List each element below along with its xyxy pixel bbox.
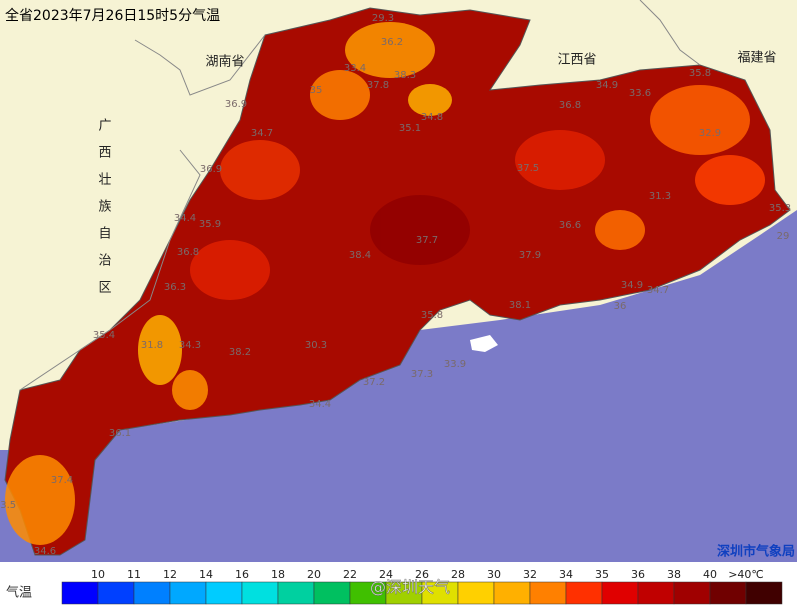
temperature-reading: 34.4 [309, 399, 331, 410]
legend-swatch [565, 581, 603, 605]
temperature-reading: 34.3 [179, 340, 201, 351]
legend-swatch [637, 581, 675, 605]
readings: 29.3 36.2 33.4 35 37.8 38.3 34.8 36.9 34.7 35.1 36… [0, 13, 791, 557]
legend-title: 气温 [6, 585, 32, 601]
temperature-reading: 37.7 [416, 235, 438, 246]
province-label: 江西省 [557, 53, 596, 68]
temperature-reading: 36.8 [177, 247, 199, 258]
temperature-reading: 37.8 [367, 80, 389, 91]
temperature-reading: 38.1 [509, 300, 531, 311]
temperature-reading: 29 [777, 231, 790, 242]
temperature-reading: 34.7 [251, 128, 273, 139]
legend-label: 30 [487, 568, 501, 581]
temperature-reading: 38.3 [394, 70, 416, 81]
legend-swatch [313, 581, 351, 605]
legend-label: 28 [451, 568, 465, 581]
province-border [134, 34, 266, 96]
legend-swatch [601, 581, 639, 605]
legend-swatch [529, 581, 567, 605]
temperature-reading: 33.5 [0, 500, 16, 511]
temperature-reading: 36.8 [559, 100, 581, 111]
temperature-reading: 33.6 [629, 88, 651, 99]
credit: 深圳市气象局 [717, 544, 795, 560]
temperature-reading: 34.9 [621, 280, 643, 291]
temperature-reading: 32.9 [699, 128, 721, 139]
temperature-reading: 36 [614, 301, 627, 312]
temperature-reading: 34.7 [647, 285, 669, 296]
province-border [639, 0, 701, 66]
province-label: 福建省 [737, 51, 776, 66]
temperature-reading: 35.3 [769, 203, 791, 214]
temperature-reading: 29.3 [372, 13, 394, 24]
legend-label: 10 [91, 568, 105, 581]
temperature-reading: 37.5 [517, 163, 539, 174]
temperature-reading: 37.2 [363, 377, 385, 388]
legend-swatch [493, 581, 531, 605]
legend-label: 12 [163, 568, 177, 581]
temperature-reading: 35.4 [93, 330, 115, 341]
temperature-reading: 34.6 [34, 546, 56, 557]
watermark: @深圳天气 [370, 578, 450, 597]
legend-swatch [709, 581, 747, 605]
legend-swatch [745, 581, 783, 605]
temperature-reading: 31.8 [141, 340, 163, 351]
temperature-reading: 36.9 [225, 99, 247, 110]
temperature-reading: 35.8 [689, 68, 711, 79]
temperature-reading: 37.4 [51, 475, 73, 486]
legend-label: >40℃ [728, 568, 764, 581]
legend-label: 11 [127, 568, 141, 581]
temperature-reading: 37.3 [411, 369, 433, 380]
island [470, 335, 498, 352]
legend-label: 20 [307, 568, 321, 581]
legend-label: 18 [271, 568, 285, 581]
legend-swatch [457, 581, 495, 605]
legend-swatch [205, 581, 243, 605]
temperature-reading: 30.3 [305, 340, 327, 351]
legend-swatch [241, 581, 279, 605]
temperature-reading: 34.4 [174, 213, 196, 224]
legend-label: 36 [631, 568, 645, 581]
temperature-reading: 33.4 [344, 63, 366, 74]
legend-label: 16 [235, 568, 249, 581]
legend-label: 34 [559, 568, 573, 581]
temperature-reading: 36.2 [381, 37, 403, 48]
temperature-reading: 35.8 [421, 310, 443, 321]
temperature-reading: 38.4 [349, 250, 371, 261]
map-title: 全省2023年7月26日15时5分气温 [5, 7, 220, 24]
heat-patches [5, 22, 765, 545]
legend-label: 24 [379, 568, 393, 581]
province-label: 广西壮族自治区 [96, 118, 112, 307]
legend-label: 40 [703, 568, 717, 581]
legend-label: 38 [667, 568, 681, 581]
temperature-reading: 33.9 [444, 359, 466, 370]
legend-swatch [169, 581, 207, 605]
temperature-reading: 31.3 [649, 191, 671, 202]
legend-swatch [133, 581, 171, 605]
legend-label: 26 [415, 568, 429, 581]
temperature-reading: 36.1 [109, 428, 131, 439]
temperature-reading: 36.3 [164, 282, 186, 293]
legend-swatch [61, 581, 99, 605]
legend-label: 22 [343, 568, 357, 581]
temperature-reading: 36.9 [200, 164, 222, 175]
legend-label: 35 [595, 568, 609, 581]
temperature-reading: 35 [310, 85, 323, 96]
temperature-reading: 34.9 [596, 80, 618, 91]
temperature-reading: 34.8 [421, 112, 443, 123]
legend-swatch [97, 581, 135, 605]
temperature-reading: 35.9 [199, 219, 221, 230]
legend-label: 32 [523, 568, 537, 581]
legend: 10 11 12 14 16 18 20 22 24 26 28 30 32 34 35 36 38 40 >40℃ [61, 568, 783, 605]
temperature-reading: 35.1 [399, 123, 421, 134]
legend-swatch [673, 581, 711, 605]
province-border [19, 149, 201, 391]
province-label: 湖南省 [205, 54, 244, 70]
temperature-reading: 37.9 [519, 250, 541, 261]
temperature-reading: 38.2 [229, 347, 251, 358]
legend-swatch [277, 581, 315, 605]
legend-label: 14 [199, 568, 213, 581]
temperature-reading: 36.6 [559, 220, 581, 231]
